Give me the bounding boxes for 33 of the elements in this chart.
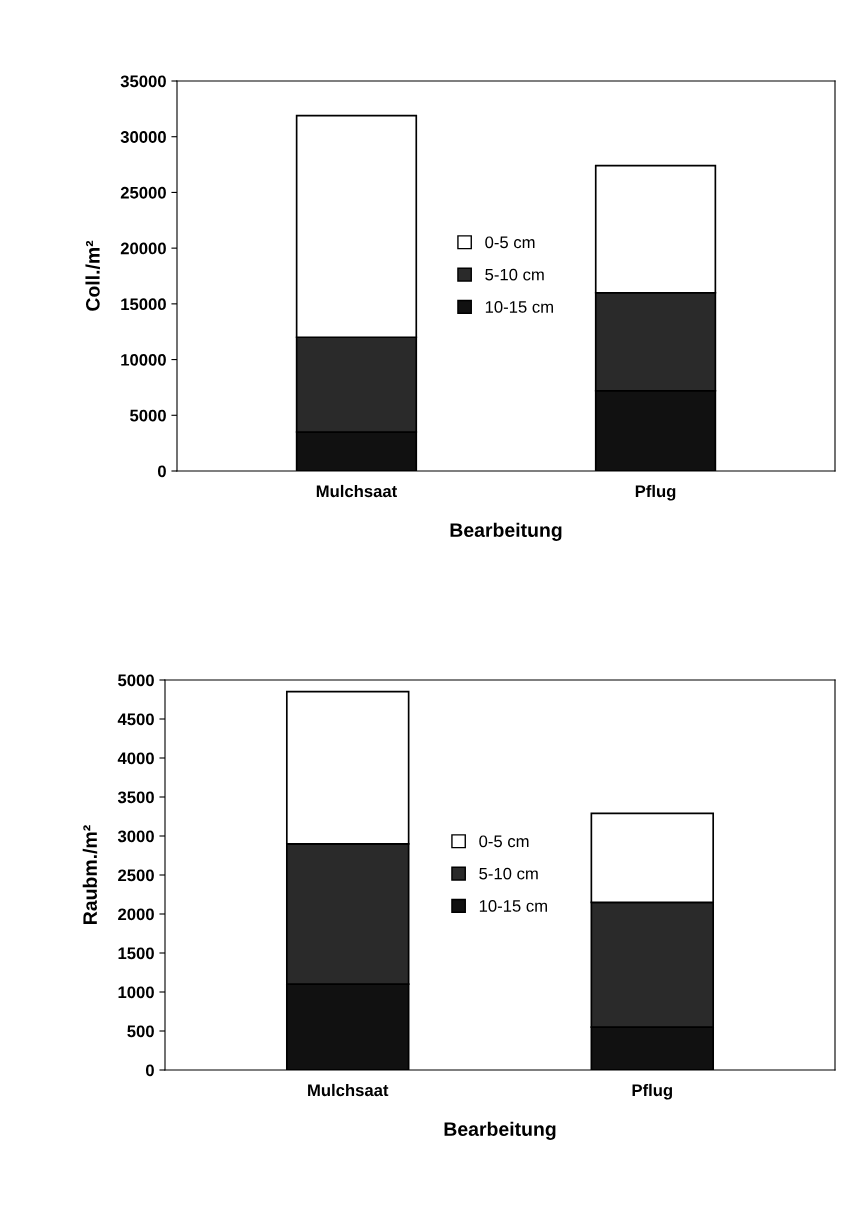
y-tick-label: 0 [157,465,166,478]
x-tick-label: Mulchsaat [316,484,398,498]
y-tick-label: 500 [127,1025,154,1038]
legend-label: 10-15 cm [485,301,553,313]
x-tick-label: Pflug [632,1083,672,1100]
y-tick-label: 3500 [117,791,154,804]
legend-label: 5-10 cm [479,867,538,880]
y-tick-label: 30000 [120,131,166,143]
legend-label: 10-15 cm [479,900,547,912]
y-tick-label: 5000 [130,409,166,422]
legend-label: 0-5 cm [479,835,529,848]
y-tick-label: 20000 [120,242,166,255]
x-tick-label: Mulchsaat [308,1083,389,1097]
y-axis-title: Coll./m² [85,240,100,311]
y-tick-label: 2500 [118,869,154,882]
legend-label: 5-10 cm [485,268,544,281]
y-tick-label: 5000 [118,674,154,687]
y-tick-label: 25000 [120,186,166,199]
legend-label: 0-5 cm [485,236,535,249]
y-tick-label: 4000 [117,752,154,765]
x-axis-title: Bearbeitung [444,1121,556,1140]
y-tick-label: 3000 [117,830,154,843]
y-tick-label: 0 [145,1064,154,1077]
x-axis-title: Bearbeitung [450,522,562,541]
y-axis-title: Raubm./m² [82,825,98,924]
y-tick-label: 15000 [121,298,166,311]
y-tick-label: 2000 [118,908,154,921]
y-tick-label: 1000 [118,986,154,999]
y-tick-label: 10000 [121,353,166,366]
y-tick-label: 35000 [120,75,166,88]
y-tick-label: 1500 [118,947,154,960]
y-tick-label: 4500 [117,713,154,726]
x-tick-label: Pflug [635,484,676,501]
